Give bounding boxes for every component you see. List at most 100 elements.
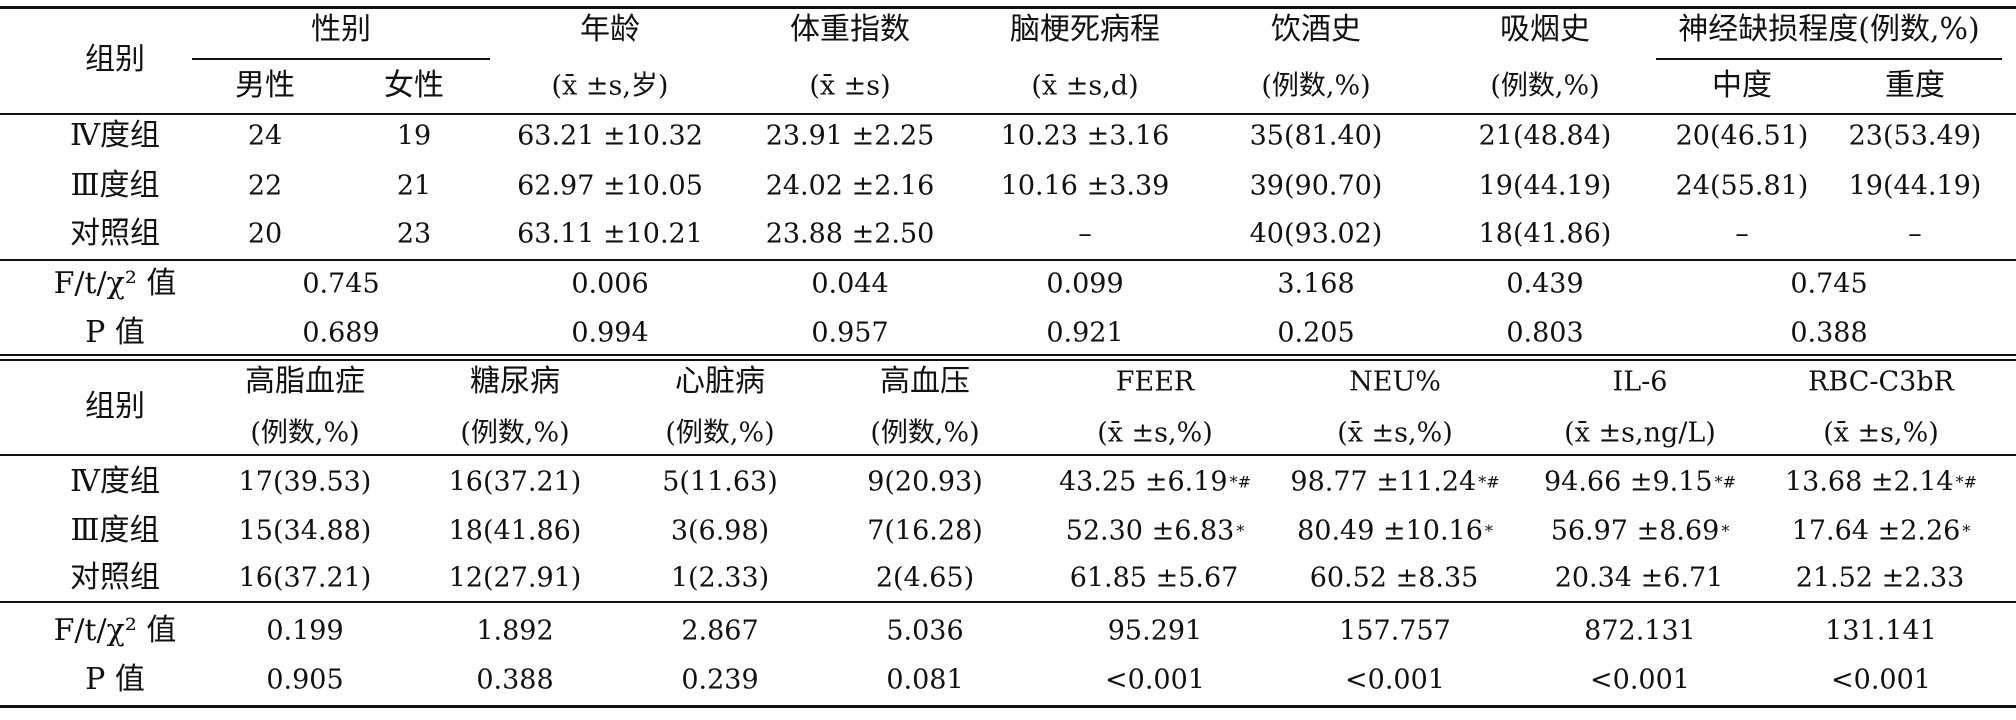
t2-p-label: P 值 xyxy=(85,662,145,697)
t2-cell-heart: 1(2.33) xyxy=(670,562,770,594)
t2-header-rule xyxy=(0,454,2016,456)
t1-cell-moderate: – xyxy=(1735,218,1749,250)
t1-p-course: 0.921 xyxy=(1046,317,1124,349)
t1-header-moderate: 中度 xyxy=(1712,68,1772,103)
t2-cell-hypertension: 9(20.93) xyxy=(867,466,983,498)
t1-header-bmi-unit: (x̄ ±s) xyxy=(809,70,891,102)
t2-header-group: 组别 xyxy=(85,389,145,424)
t2-cell-rbc-value: 13.68 ±2.14 xyxy=(1784,466,1954,498)
t2-cell-rbc-value: 21.52 ±2.33 xyxy=(1795,562,1965,594)
t2-header-neu-unit: (x̄ ±s,%) xyxy=(1337,417,1453,449)
t1-cell-smoke: 21(48.84) xyxy=(1478,120,1612,152)
t2-p-neu: <0.001 xyxy=(1345,664,1445,696)
t2-header-diabetes-unit: (例数,%) xyxy=(460,417,570,449)
t1-header-severe: 重度 xyxy=(1885,68,1945,103)
t2-row-group: 对照组 xyxy=(70,560,160,595)
t1-p-age: 0.994 xyxy=(571,317,649,349)
t2-header-feer: FEER xyxy=(1115,366,1195,398)
t1-p-drink: 0.205 xyxy=(1277,317,1355,349)
t2-cell-hypertension: 2(4.65) xyxy=(875,562,975,594)
t2-cell-diabetes: 18(41.86) xyxy=(448,515,582,547)
neuro-subheader-rule xyxy=(1656,58,2002,60)
t2-cell-feer: 43.25 ±6.19 *# xyxy=(1030,469,1280,496)
t2-cell-il6-mark: * xyxy=(1721,521,1730,540)
t1-cell-bmi: 23.88 ±2.50 xyxy=(765,218,935,250)
t1-p-sex: 0.689 xyxy=(302,317,380,349)
t2-cell-neu-mark: * xyxy=(1484,521,1493,540)
t1-stat-neuro: 0.745 xyxy=(1790,268,1868,300)
t1-row-group: 对照组 xyxy=(70,216,160,251)
t1-cell-drink: 40(93.02) xyxy=(1249,218,1383,250)
t2-header-il6-unit: (x̄ ±s,ng/L) xyxy=(1564,417,1716,449)
t1-stat-drink: 3.168 xyxy=(1277,268,1355,300)
t1-cell-smoke: 18(41.86) xyxy=(1478,218,1612,250)
t2-cell-hypertension: 7(16.28) xyxy=(867,515,983,547)
t2-cell-neu-value: 98.77 ±11.24 xyxy=(1290,466,1477,498)
t2-cell-rbc: 13.68 ±2.14 *# xyxy=(1760,469,2002,496)
t2-cell-feer-mark: *# xyxy=(1229,472,1252,491)
t2-stat-heart: 2.867 xyxy=(681,615,759,647)
t2-cell-hyperlipidemia: 16(37.21) xyxy=(238,562,372,594)
t2-cell-il6-value: 20.34 ±6.71 xyxy=(1554,562,1724,594)
t2-p-hyperlipidemia: 0.905 xyxy=(266,664,344,696)
top-rule xyxy=(0,6,2016,9)
t2-stat-rbc: 131.141 xyxy=(1825,615,1937,647)
t1-cell-course: 10.23 ±3.16 xyxy=(1000,120,1170,152)
t1-header-group: 组别 xyxy=(85,42,145,77)
t2-cell-feer-value: 52.30 ±6.83 xyxy=(1065,515,1235,547)
t2-p-hypertension: 0.081 xyxy=(886,664,964,696)
t2-stat-il6: 872.131 xyxy=(1584,615,1696,647)
t2-p-feer: <0.001 xyxy=(1105,664,1205,696)
t1-header-bmi: 体重指数 xyxy=(790,12,910,47)
t2-cell-neu: 80.49 ±10.16 * xyxy=(1270,518,1520,545)
t2-header-hypertension: 高血压 xyxy=(880,364,970,399)
t2-stat-hypertension: 5.036 xyxy=(886,615,964,647)
t2-stat-hyperlipidemia: 0.199 xyxy=(266,615,344,647)
t2-cell-il6: 56.97 ±8.69 * xyxy=(1520,518,1760,545)
t2-cell-il6: 94.66 ±9.15 *# xyxy=(1520,469,1760,496)
t1-cell-severe: – xyxy=(1908,218,1922,250)
table-divider-rule-b xyxy=(0,359,2016,361)
t1-header-age-unit: (x̄ ±s,岁) xyxy=(551,70,669,102)
t2-header-diabetes: 糖尿病 xyxy=(470,364,560,399)
t2-cell-heart: 5(11.63) xyxy=(662,466,778,498)
t2-p-rbc: <0.001 xyxy=(1831,664,1931,696)
t1-header-drink: 饮酒史 xyxy=(1271,12,1361,47)
t2-stat-feer: 95.291 xyxy=(1107,615,1203,647)
t1-stat-smoke: 0.439 xyxy=(1506,268,1584,300)
t2-stat-diabetes: 1.892 xyxy=(476,615,554,647)
t1-header-smoke: 吸烟史 xyxy=(1500,12,1590,47)
t1-p-label: P 值 xyxy=(85,315,145,350)
table-divider-rule-a xyxy=(0,354,2016,356)
t2-cell-diabetes: 12(27.91) xyxy=(448,562,582,594)
t2-cell-hyperlipidemia: 15(34.88) xyxy=(238,515,372,547)
t2-cell-rbc: 21.52 ±2.33 xyxy=(1760,565,2002,592)
t1-header-rule xyxy=(0,113,2016,115)
t1-cell-moderate: 24(55.81) xyxy=(1675,170,1809,202)
t1-cell-severe: 19(44.19) xyxy=(1848,170,1982,202)
t1-header-drink-unit: (例数,%) xyxy=(1261,70,1371,102)
t2-cell-heart: 3(6.98) xyxy=(670,515,770,547)
t2-header-rbc: RBC-C3bR xyxy=(1808,366,1954,398)
t2-row-group: Ⅲ度组 xyxy=(70,513,160,548)
t2-cell-il6: 20.34 ±6.71 xyxy=(1520,565,1760,592)
t1-cell-female: 21 xyxy=(396,170,432,202)
t1-header-sex: 性别 xyxy=(311,12,371,47)
t2-header-feer-unit: (x̄ ±s,%) xyxy=(1097,417,1213,449)
t2-header-heart-unit: (例数,%) xyxy=(665,417,775,449)
t2-header-hyperlipidemia: 高脂血症 xyxy=(245,364,365,399)
t1-stat-course: 0.099 xyxy=(1046,268,1124,300)
t2-cell-feer-value: 43.25 ±6.19 xyxy=(1058,466,1228,498)
t2-cell-il6-value: 56.97 ±8.69 xyxy=(1550,515,1720,547)
t1-cell-male: 24 xyxy=(247,120,283,152)
t2-cell-rbc-mark: * xyxy=(1962,521,1971,540)
t1-cell-age: 62.97 ±10.05 xyxy=(517,170,703,202)
t1-header-course: 脑梗死病程 xyxy=(1010,12,1160,47)
t1-stat-bmi: 0.044 xyxy=(811,268,889,300)
t1-stat-label: F/t/χ² 值 xyxy=(53,266,177,301)
t1-cell-drink: 35(81.40) xyxy=(1249,120,1383,152)
t2-header-rbc-unit: (x̄ ±s,%) xyxy=(1823,417,1939,449)
t1-cell-age: 63.11 ±10.21 xyxy=(517,218,703,250)
t1-row-group: Ⅲ度组 xyxy=(70,168,160,203)
